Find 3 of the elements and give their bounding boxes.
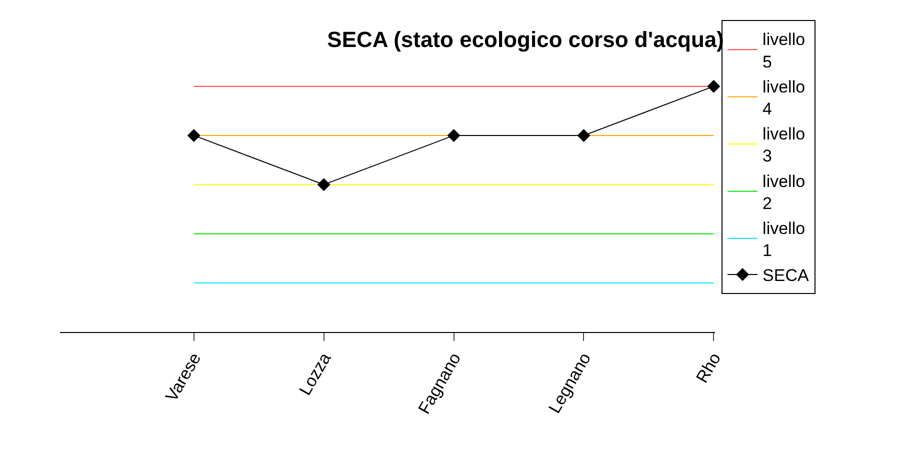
legend-label: SECA bbox=[762, 266, 810, 286]
legend-label: livello 1 bbox=[762, 218, 806, 260]
x-tick-label: Rho bbox=[692, 350, 725, 386]
